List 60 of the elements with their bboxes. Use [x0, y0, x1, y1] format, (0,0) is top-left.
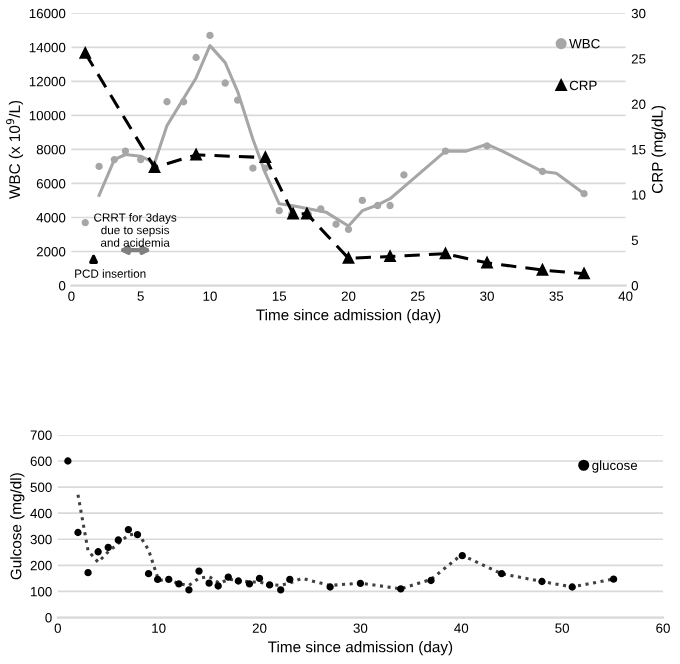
point	[373, 201, 382, 210]
point	[175, 580, 183, 588]
point	[326, 583, 334, 591]
point	[538, 167, 547, 176]
line-series	[76, 493, 615, 591]
point	[81, 218, 89, 227]
point	[458, 552, 466, 560]
point	[224, 573, 232, 581]
point	[356, 579, 365, 588]
point	[185, 586, 193, 594]
point	[275, 206, 283, 215]
point	[144, 570, 153, 578]
point	[358, 196, 367, 205]
point	[332, 220, 340, 228]
point	[580, 189, 588, 198]
point	[121, 147, 130, 155]
point	[234, 577, 243, 585]
point	[342, 252, 355, 264]
point	[221, 79, 229, 87]
point	[317, 205, 325, 213]
point	[64, 457, 72, 465]
point	[277, 586, 285, 594]
point	[95, 162, 103, 171]
point	[255, 574, 264, 583]
point	[538, 577, 546, 586]
point	[249, 164, 257, 172]
point	[114, 536, 122, 544]
point	[179, 98, 188, 106]
point	[206, 31, 214, 40]
point	[74, 528, 82, 537]
point	[84, 568, 92, 577]
point	[153, 575, 162, 584]
point	[205, 579, 213, 587]
point	[110, 155, 119, 164]
point	[265, 581, 274, 589]
point	[568, 583, 576, 591]
point	[483, 142, 491, 150]
point	[261, 164, 270, 172]
point	[441, 147, 450, 155]
point	[384, 250, 396, 263]
point	[79, 47, 91, 59]
point	[427, 576, 435, 585]
point	[609, 575, 618, 583]
point	[400, 171, 408, 179]
point	[192, 53, 200, 62]
point	[195, 567, 203, 575]
point	[124, 525, 133, 534]
point	[163, 98, 171, 106]
point	[386, 201, 394, 210]
point	[214, 582, 222, 590]
point	[165, 575, 173, 584]
point	[286, 575, 294, 584]
point	[344, 225, 353, 234]
point	[397, 585, 405, 593]
point	[104, 543, 112, 552]
point	[497, 570, 506, 578]
point	[536, 264, 549, 276]
point	[94, 548, 102, 556]
point	[133, 530, 142, 539]
point	[245, 580, 254, 588]
